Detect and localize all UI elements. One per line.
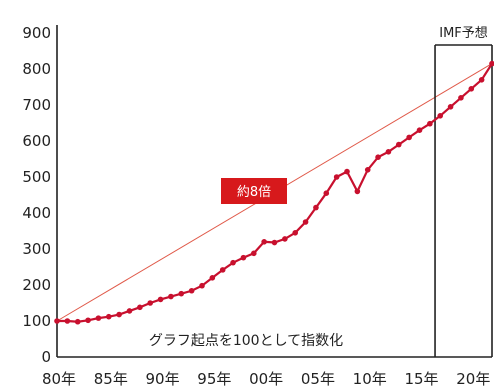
data-point <box>282 236 288 242</box>
data-point <box>85 317 91 324</box>
data-point <box>261 239 267 245</box>
data-point <box>458 95 464 101</box>
data-point <box>116 311 122 318</box>
x-tick-label: 15年 <box>404 370 438 388</box>
data-point <box>478 77 485 83</box>
data-point <box>188 287 195 294</box>
data-point <box>178 290 185 297</box>
data-point <box>157 296 164 303</box>
y-tick-label: 700 <box>22 96 51 114</box>
data-point <box>375 154 381 160</box>
data-point <box>250 250 257 257</box>
data-point <box>416 127 423 133</box>
ratio-badge: 約8倍 <box>221 178 287 204</box>
ratio-badge-text: 約8倍 <box>237 185 271 200</box>
x-tick-label: 85年 <box>94 370 128 388</box>
y-tick-label: 600 <box>22 132 51 150</box>
series-points <box>54 60 494 325</box>
y-tick-label: 500 <box>22 168 51 186</box>
ratio-badge-background <box>221 178 287 204</box>
data-point <box>209 275 216 281</box>
y-tick-label: 0 <box>41 348 51 366</box>
y-tick-label: 300 <box>22 240 51 258</box>
x-axis-ticks: 80年 85年 90年 95年 00年 05年 10年 15年 20年 <box>42 370 490 388</box>
data-point <box>385 149 392 155</box>
data-point <box>126 308 133 314</box>
data-point <box>219 267 226 273</box>
data-point <box>364 167 371 173</box>
x-tick-label: 00年 <box>249 370 283 388</box>
data-point <box>437 113 444 119</box>
index-note: グラフ起点を100として指数化 <box>149 333 343 349</box>
data-point <box>323 190 330 196</box>
forecast-region: IMF予想 <box>434 25 493 357</box>
data-point <box>292 230 299 236</box>
data-point <box>137 304 143 311</box>
data-point <box>240 254 247 261</box>
data-point <box>302 219 309 225</box>
data-point <box>54 318 60 324</box>
data-point <box>74 318 81 325</box>
data-point <box>230 259 236 266</box>
x-tick-label: 90年 <box>146 370 180 388</box>
y-tick-label: 400 <box>22 204 51 222</box>
data-point <box>313 204 319 211</box>
x-tick-label: 95年 <box>197 370 231 388</box>
data-point <box>64 318 71 324</box>
x-tick-label: 20年 <box>456 370 490 388</box>
data-point <box>105 313 112 320</box>
data-point <box>168 293 174 300</box>
data-point <box>344 168 350 175</box>
data-point <box>447 104 454 110</box>
data-point <box>147 300 154 306</box>
forecast-label: IMF予想 <box>439 25 488 41</box>
x-tick-label: 05年 <box>301 370 335 388</box>
data-point <box>271 239 278 246</box>
y-tick-label: 200 <box>22 276 51 294</box>
y-tick-label: 900 <box>22 24 51 42</box>
x-tick-label: 10年 <box>353 370 387 388</box>
data-point <box>468 86 475 92</box>
y-tick-label: 100 <box>22 312 51 330</box>
x-tick-label: 80年 <box>42 370 76 388</box>
y-axis-ticks: 0 100 200 300 400 500 600 700 800 900 <box>22 24 51 366</box>
data-point <box>395 141 402 148</box>
y-tick-label: 800 <box>22 60 51 78</box>
data-point <box>354 188 361 195</box>
data-point <box>489 60 494 67</box>
data-point <box>333 174 340 180</box>
data-point <box>427 120 433 127</box>
data-point <box>95 315 102 321</box>
data-point <box>199 282 205 289</box>
data-point <box>406 134 412 141</box>
